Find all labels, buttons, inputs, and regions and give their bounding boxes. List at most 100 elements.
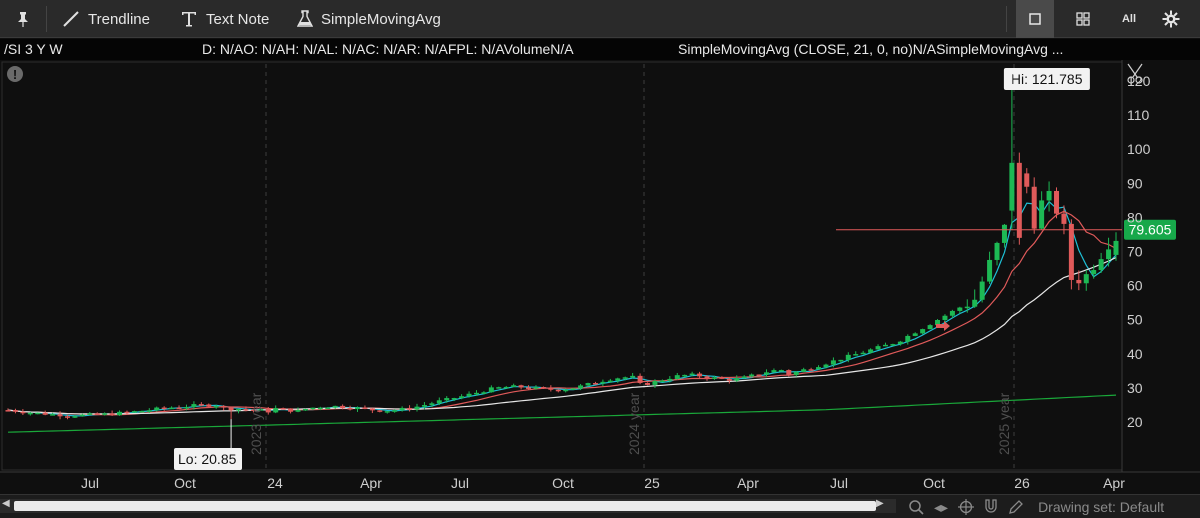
- candle-body: [630, 375, 636, 378]
- candle-body: [1068, 223, 1074, 280]
- candle-body: [972, 299, 978, 307]
- candle-body: [206, 404, 212, 407]
- candle-body: [1054, 190, 1060, 214]
- candle-body: [1098, 259, 1104, 271]
- candle-body: [198, 404, 204, 406]
- svg-text:!: !: [13, 67, 17, 82]
- zoom-icon[interactable]: [908, 499, 924, 515]
- candle-body: [659, 380, 665, 383]
- candle-body: [927, 325, 933, 330]
- candle-body: [87, 413, 93, 415]
- candle-body: [169, 407, 175, 410]
- candle-body: [146, 410, 152, 412]
- candle-body: [838, 359, 844, 362]
- candle-body: [942, 315, 948, 320]
- alert-icon: !: [7, 66, 23, 82]
- candle-body: [540, 387, 546, 389]
- candle-body: [756, 374, 762, 377]
- candle-body: [749, 374, 755, 377]
- sma-mid-line: [7, 210, 1117, 416]
- candle-body: [905, 335, 911, 342]
- candle-body: [369, 408, 375, 411]
- candle-body: [823, 364, 829, 368]
- candle-body: [897, 341, 903, 345]
- candle-body: [392, 410, 398, 412]
- candle-body: [258, 409, 264, 411]
- candle-body: [488, 387, 494, 393]
- scroll-left-icon[interactable]: ◀: [2, 498, 10, 509]
- candle-body: [273, 408, 279, 413]
- last-price-badge: [1124, 219, 1176, 240]
- candle-body: [496, 387, 502, 389]
- candle-body: [548, 387, 554, 390]
- candle-body: [860, 352, 866, 355]
- candle-body: [340, 405, 346, 409]
- single-layout-icon[interactable]: [1016, 0, 1054, 38]
- candle-body: [920, 329, 926, 334]
- candle-body: [221, 405, 227, 408]
- x-tick-label: Oct: [923, 475, 945, 491]
- grid-layout-icon[interactable]: [1064, 0, 1102, 38]
- horizontal-scrollbar[interactable]: ◀ ▶: [0, 498, 896, 513]
- settings-gear-icon[interactable]: [1152, 0, 1190, 38]
- x-tick-label: Jul: [451, 475, 469, 491]
- candle-body: [1046, 190, 1052, 201]
- candle-body: [771, 370, 777, 373]
- candle-body: [384, 411, 390, 413]
- candle-body: [868, 349, 874, 353]
- candle-body: [429, 403, 435, 406]
- candle-body: [1024, 173, 1030, 187]
- sma-label: SimpleMovingAvg: [321, 10, 441, 28]
- scroll-right-icon[interactable]: ▶: [876, 498, 884, 509]
- price-chart[interactable]: 79.605 Hi: 121.785 Lo: 20.85! 20 30 40 50 60 70…: [0, 60, 1200, 494]
- scrollbar-thumb[interactable]: [14, 501, 876, 511]
- candle-body: [957, 307, 963, 311]
- candle-body: [570, 388, 576, 390]
- pan-arrows-icon[interactable]: ◂▸: [934, 498, 949, 515]
- sma-slow-line: [7, 257, 1117, 415]
- candle-body: [741, 376, 747, 379]
- candle-body: [652, 381, 658, 385]
- signal-arrow-icon: [936, 321, 950, 331]
- candle-body: [79, 414, 85, 417]
- candle-body: [511, 385, 517, 387]
- candle-body: [845, 354, 851, 360]
- candle-body: [763, 372, 769, 375]
- candle-body: [183, 406, 189, 409]
- candle-body: [466, 393, 472, 397]
- lo-label: Lo: 20.85: [178, 451, 237, 467]
- candle-body: [236, 409, 242, 411]
- flask-icon: [297, 10, 313, 27]
- candle-body: [778, 370, 784, 372]
- crosshair-icon[interactable]: [958, 499, 975, 515]
- candle-body: [154, 407, 160, 411]
- pencil-icon[interactable]: [1008, 499, 1024, 515]
- candle-body: [830, 360, 836, 365]
- all-button[interactable]: All: [1110, 0, 1148, 38]
- magnet-icon[interactable]: [984, 499, 998, 515]
- chart-toolbar: Trendline Text Note SimpleMovingAvg All: [0, 0, 1200, 38]
- text-note-button[interactable]: Text Note: [180, 0, 269, 38]
- candle-body: [302, 408, 308, 411]
- trendline-button[interactable]: Trendline: [62, 0, 150, 38]
- candle-body: [1016, 162, 1022, 238]
- y-tick-label: 90: [1127, 175, 1143, 191]
- candle-body: [161, 407, 167, 410]
- candle-body: [12, 410, 18, 412]
- candle-body: [949, 310, 955, 316]
- drawing-set-label[interactable]: Drawing set: Default: [1038, 499, 1165, 515]
- sma-button[interactable]: SimpleMovingAvg: [297, 0, 441, 38]
- study-readout: SimpleMovingAvg (CLOSE, 21, 0, no)N/ASim…: [678, 41, 1064, 57]
- text-note-label: Text Note: [206, 10, 270, 28]
- candle-body: [1113, 240, 1119, 255]
- candle-body: [265, 409, 271, 413]
- x-tick-label: Oct: [552, 475, 574, 491]
- x-tick-label: Jul: [830, 475, 848, 491]
- candle-body: [994, 242, 1000, 260]
- x-tick-label: Apr: [360, 475, 382, 491]
- pin-icon[interactable]: [4, 0, 42, 38]
- candle-body: [414, 406, 420, 410]
- candle-body: [332, 405, 338, 408]
- candle-body: [243, 409, 249, 411]
- candle-body: [35, 412, 41, 415]
